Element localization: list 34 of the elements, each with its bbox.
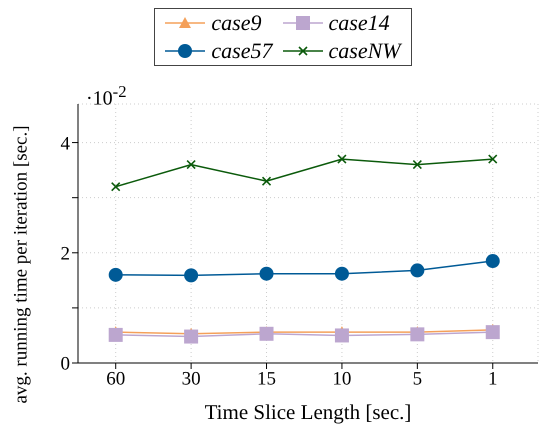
y-tick-label: 4 [60,133,70,154]
point [337,154,347,164]
point [110,182,121,192]
x-tick-label: 10 [332,368,352,390]
x-tick-label: 5 [412,368,422,390]
point [486,254,500,268]
x-tick-label: 60 [106,368,126,390]
y-tick-label: 0 [60,354,70,375]
x-tick-label: 30 [182,368,201,390]
legend-label: case57 [211,37,272,65]
x-tick-label: 15 [257,368,276,390]
x-axis-title: Time Slice Length [sec.] [204,400,412,424]
y-axis-title: avg. running time per iteration [sec.] [10,125,32,404]
legend-label: case9 [211,9,262,37]
point [410,263,424,278]
point [108,328,123,342]
legend-label: caseNW [328,37,401,65]
point [108,268,123,282]
point [184,268,198,282]
point [186,160,196,170]
annotation: ·10$^{-2}$ [86,82,127,111]
point [260,326,274,341]
point [410,327,424,342]
y-tick-label: 2 [60,244,70,265]
point [334,328,349,342]
point [486,325,500,340]
x-tick-label: 1 [488,368,498,390]
point [260,266,274,281]
point [262,176,272,186]
legend-label: case14 [328,9,390,37]
point [412,160,422,170]
point [184,330,198,344]
point [488,154,498,164]
point [334,266,349,281]
